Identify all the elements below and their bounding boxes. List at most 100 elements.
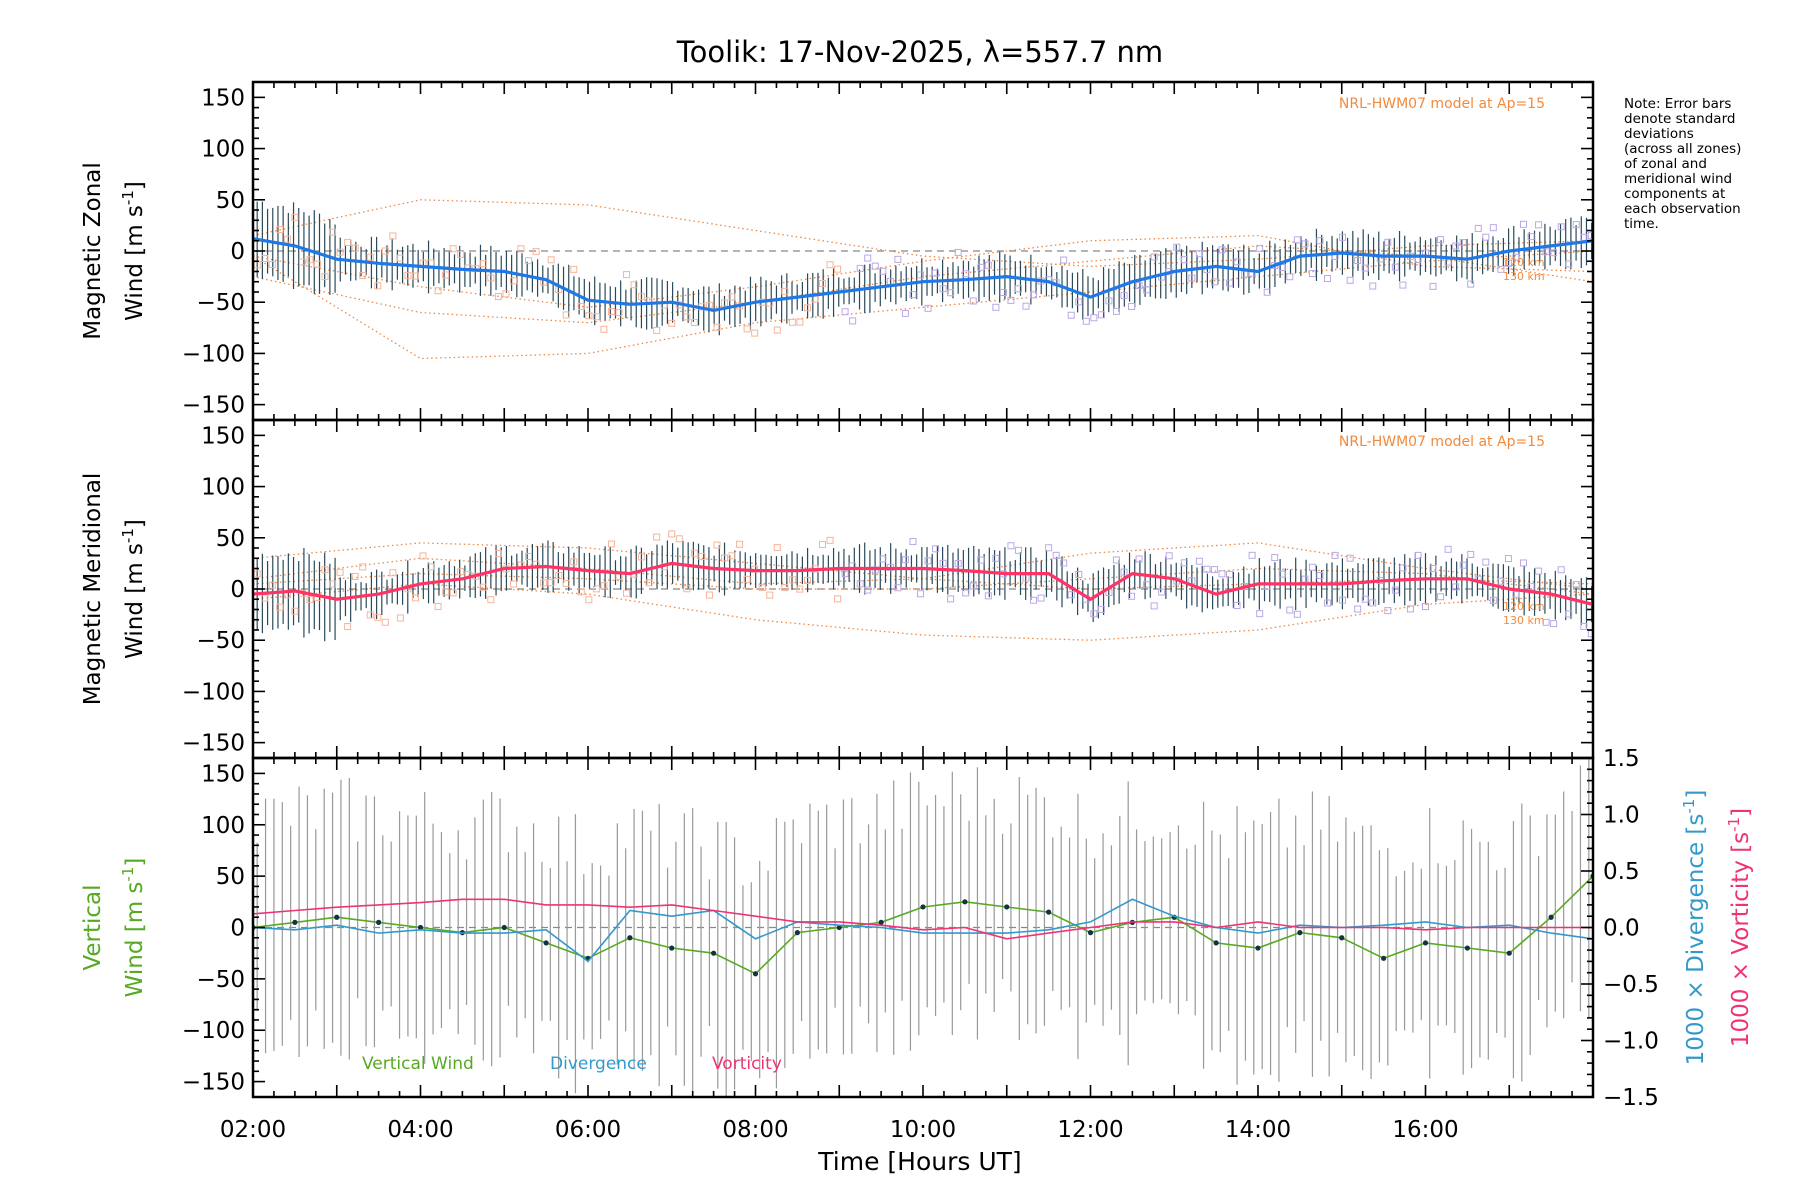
zone-sample (525, 257, 533, 265)
vertical-wind-point (669, 945, 675, 951)
zone-sample (736, 540, 744, 548)
zone-sample (1361, 595, 1369, 603)
note-line-7: components at (1624, 186, 1725, 202)
zone-sample (834, 595, 842, 603)
zone-sample (427, 563, 435, 571)
ylabel-close: ] (122, 858, 148, 867)
y-tick-label: 50 (216, 864, 245, 890)
zone-sample (728, 552, 736, 560)
vertical-wind-point (292, 919, 298, 925)
zone-sample (336, 248, 344, 256)
zone-sample (1022, 302, 1030, 310)
zone-sample (1444, 545, 1452, 553)
zone-sample (788, 318, 796, 326)
vertical-wind-point (752, 971, 759, 977)
zone-sample (1399, 564, 1407, 572)
zone-sample (1474, 224, 1482, 232)
zone-sample (1037, 594, 1045, 602)
zone-sample (359, 563, 367, 571)
zonal-plot-area (253, 199, 1593, 360)
vertical-wind-point (1087, 930, 1094, 936)
zone-sample (1542, 618, 1550, 626)
zone-sample (1030, 291, 1038, 299)
zone-sample (351, 573, 359, 581)
zone-sample (1550, 249, 1558, 257)
vertical-panel: 150 100 50 0 −50 −100 −150 Vertical Wind [m s-1]… (80, 746, 1754, 1111)
y-tick-label: −100 (182, 679, 245, 705)
legend-vorticity: Vorticity (712, 1054, 782, 1074)
zone-sample (683, 313, 691, 321)
vertical-wind-point (627, 935, 633, 941)
vertical-wind-point (501, 924, 507, 931)
zone-sample (751, 329, 759, 337)
vertical-wind-point (417, 924, 424, 931)
meridional-ylabel-line2: Wind [m s-1] (119, 519, 148, 659)
vertical-wind-point (920, 904, 926, 910)
zone-sample (1128, 592, 1136, 600)
ylabel-superscript: -1 (119, 190, 137, 205)
zone-sample (841, 570, 849, 578)
zone-sample (1203, 565, 1211, 573)
zone-sample (977, 263, 985, 271)
zone-sample (773, 544, 781, 552)
zone-sample (834, 265, 842, 273)
zone-sample (1293, 610, 1301, 618)
zone-sample (1497, 265, 1505, 273)
zone-sample (954, 248, 962, 256)
y2-tick-label: 1.0 (1603, 803, 1640, 829)
zone-sample (411, 272, 419, 280)
zone-sample (313, 260, 321, 268)
zone-sample (1188, 274, 1196, 282)
y-tick-label: −150 (182, 1070, 245, 1096)
zone-sample (939, 559, 947, 567)
zone-sample (517, 245, 525, 253)
zone-sample (585, 596, 593, 604)
zone-sample (743, 325, 751, 333)
zone-sample (1346, 554, 1354, 562)
x-tick-label: 02:00 (220, 1117, 286, 1143)
zone-sample (924, 557, 932, 565)
zone-sample (781, 287, 789, 295)
zone-sample (819, 540, 826, 548)
zone-sample (276, 603, 284, 611)
zone-sample (916, 590, 924, 598)
zone-sample (1105, 297, 1113, 305)
y-tick-label: −150 (182, 393, 245, 419)
zone-sample (1369, 599, 1377, 607)
vertical-wind-point (1381, 955, 1387, 961)
y2-tick-label: −1.5 (1603, 1085, 1659, 1111)
zone-sample (502, 290, 510, 298)
zone-sample (396, 614, 404, 622)
vertical-wind-point (836, 924, 842, 931)
zone-sample (1437, 593, 1445, 601)
zone-sample (592, 313, 600, 321)
zone-sample (1014, 285, 1022, 293)
zone-sample (864, 586, 872, 594)
meridional-error-bars (256, 540, 1593, 642)
zone-sample (713, 323, 721, 331)
zone-sample (803, 304, 811, 312)
vertical-wind-point (1506, 950, 1512, 956)
zone-sample (1045, 544, 1053, 552)
zone-sample (321, 272, 329, 280)
zone-sample (894, 255, 902, 263)
zone-sample (1210, 278, 1218, 286)
zone-sample (374, 613, 382, 621)
zone-sample (992, 554, 1000, 562)
zone-sample (344, 238, 352, 246)
zone-sample (1542, 248, 1550, 256)
zone-sample (1150, 253, 1158, 261)
x-tick-label: 12:00 (1057, 1117, 1123, 1143)
zone-sample (1414, 551, 1422, 559)
y2-label-close: ] (1683, 790, 1709, 799)
zone-sample (1158, 588, 1166, 596)
zonal-model-label: NRL-HWM07 model at Ap=15 (1339, 96, 1545, 112)
zone-sample (1324, 599, 1332, 607)
y-tick-label: −50 (196, 967, 245, 993)
zone-sample (932, 269, 940, 277)
zone-sample (1075, 570, 1083, 578)
zone-sample (1241, 270, 1249, 278)
zone-sample (1165, 552, 1173, 560)
